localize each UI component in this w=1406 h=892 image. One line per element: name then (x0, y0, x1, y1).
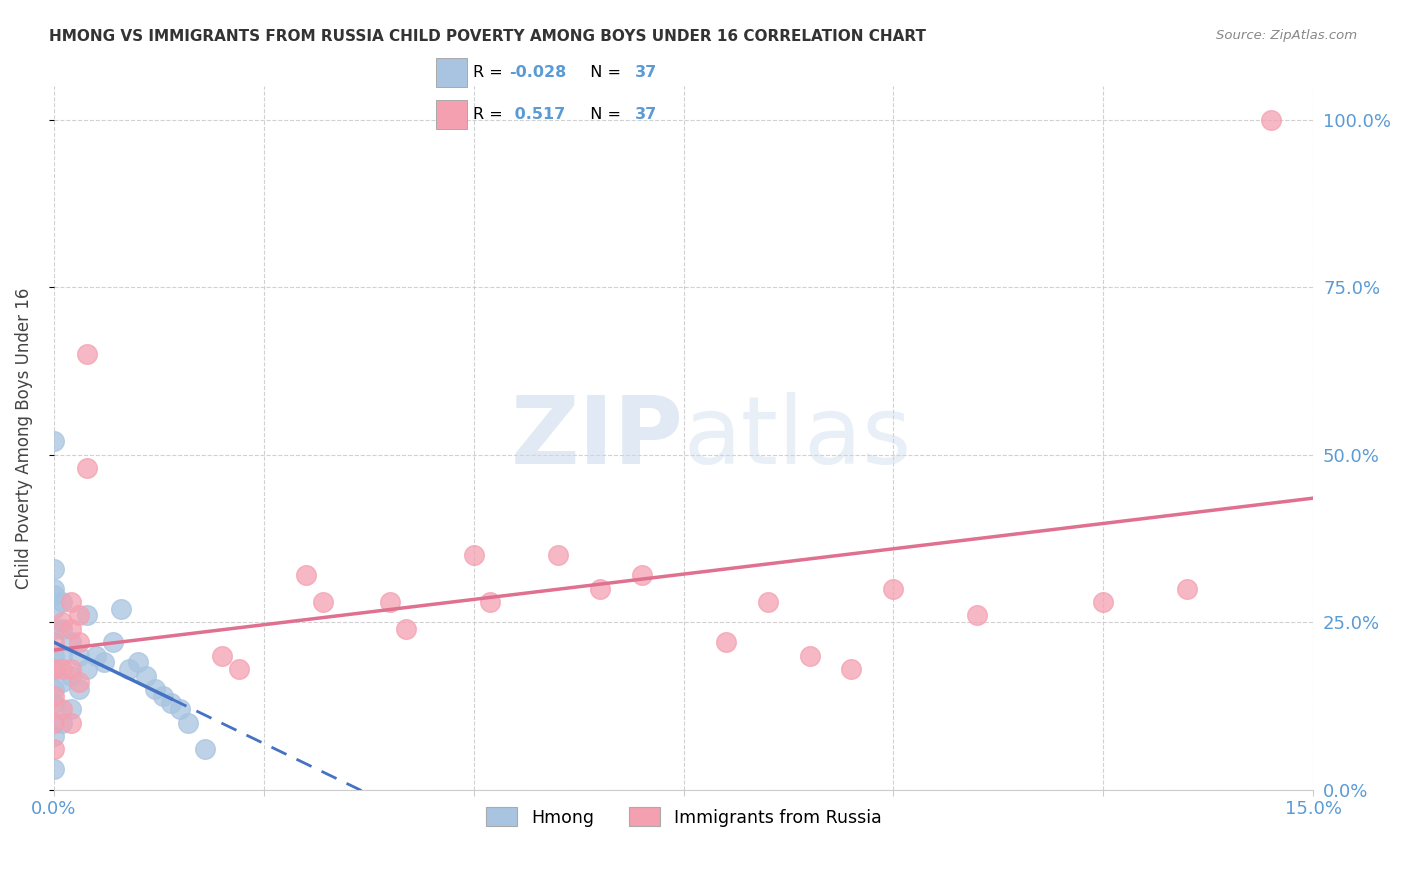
Text: R =: R = (472, 107, 508, 121)
Text: HMONG VS IMMIGRANTS FROM RUSSIA CHILD POVERTY AMONG BOYS UNDER 16 CORRELATION CH: HMONG VS IMMIGRANTS FROM RUSSIA CHILD PO… (49, 29, 927, 44)
Point (547, 548, 569, 562)
Point (51, 648, 73, 663)
Point (93, 656, 115, 670)
Point (42, 715, 65, 730)
Point (67, 648, 90, 663)
Point (59, 702, 82, 716)
Point (42, 662, 65, 676)
Point (42, 648, 65, 663)
Point (67, 635, 90, 649)
Point (228, 662, 250, 676)
Point (42, 689, 65, 703)
Point (51, 595, 73, 609)
Point (84, 648, 107, 663)
Text: N =: N = (581, 107, 626, 121)
Point (67, 608, 90, 623)
Point (51, 702, 73, 716)
Text: 37: 37 (634, 107, 657, 121)
Text: N =: N = (581, 65, 626, 80)
Point (118, 662, 141, 676)
Point (1260, 112, 1282, 127)
Point (42, 588, 65, 602)
Point (59, 622, 82, 636)
Point (169, 702, 191, 716)
Text: 37: 37 (634, 65, 657, 80)
Point (51, 675, 73, 690)
Text: 0.517: 0.517 (509, 107, 565, 121)
Point (51, 715, 73, 730)
Point (110, 601, 132, 615)
Point (127, 656, 149, 670)
Point (42, 601, 65, 615)
Point (59, 595, 82, 609)
Text: R =: R = (472, 65, 508, 80)
Point (152, 689, 174, 703)
Point (59, 669, 82, 683)
Point (841, 662, 863, 676)
Point (211, 648, 233, 663)
Point (143, 682, 166, 697)
Point (42, 582, 65, 596)
Point (59, 715, 82, 730)
Point (51, 622, 73, 636)
FancyBboxPatch shape (436, 100, 467, 129)
Point (67, 675, 90, 690)
Y-axis label: Child Poverty Among Boys Under 16: Child Poverty Among Boys Under 16 (15, 287, 32, 589)
Text: ZIP: ZIP (510, 392, 683, 484)
Point (42, 561, 65, 575)
Point (67, 682, 90, 697)
Point (588, 582, 610, 596)
Point (51, 615, 73, 629)
Point (76, 461, 98, 475)
Point (882, 582, 904, 596)
Text: -0.028: -0.028 (509, 65, 567, 80)
Point (42, 635, 65, 649)
Point (42, 682, 65, 697)
Point (76, 662, 98, 676)
Point (378, 595, 401, 609)
Point (630, 568, 652, 582)
Point (1175, 582, 1198, 596)
Point (135, 669, 157, 683)
Point (42, 622, 65, 636)
Point (42, 434, 65, 449)
FancyBboxPatch shape (436, 58, 467, 87)
Point (42, 662, 65, 676)
Text: Source: ZipAtlas.com: Source: ZipAtlas.com (1216, 29, 1357, 42)
Point (479, 595, 502, 609)
Point (42, 729, 65, 743)
Point (177, 715, 200, 730)
Point (1092, 595, 1115, 609)
Point (42, 763, 65, 777)
Point (756, 595, 779, 609)
Point (311, 595, 333, 609)
Point (966, 608, 988, 623)
Point (42, 696, 65, 710)
Point (395, 622, 418, 636)
Point (194, 742, 217, 756)
Point (42, 742, 65, 756)
Point (101, 635, 124, 649)
Point (59, 635, 82, 649)
Point (714, 635, 737, 649)
Point (160, 696, 183, 710)
Point (799, 648, 821, 663)
Point (463, 548, 485, 562)
Point (51, 662, 73, 676)
Text: atlas: atlas (683, 392, 912, 484)
Point (76, 347, 98, 361)
Point (76, 608, 98, 623)
Point (294, 568, 316, 582)
Legend: Hmong, Immigrants from Russia: Hmong, Immigrants from Russia (478, 800, 889, 834)
Point (59, 662, 82, 676)
